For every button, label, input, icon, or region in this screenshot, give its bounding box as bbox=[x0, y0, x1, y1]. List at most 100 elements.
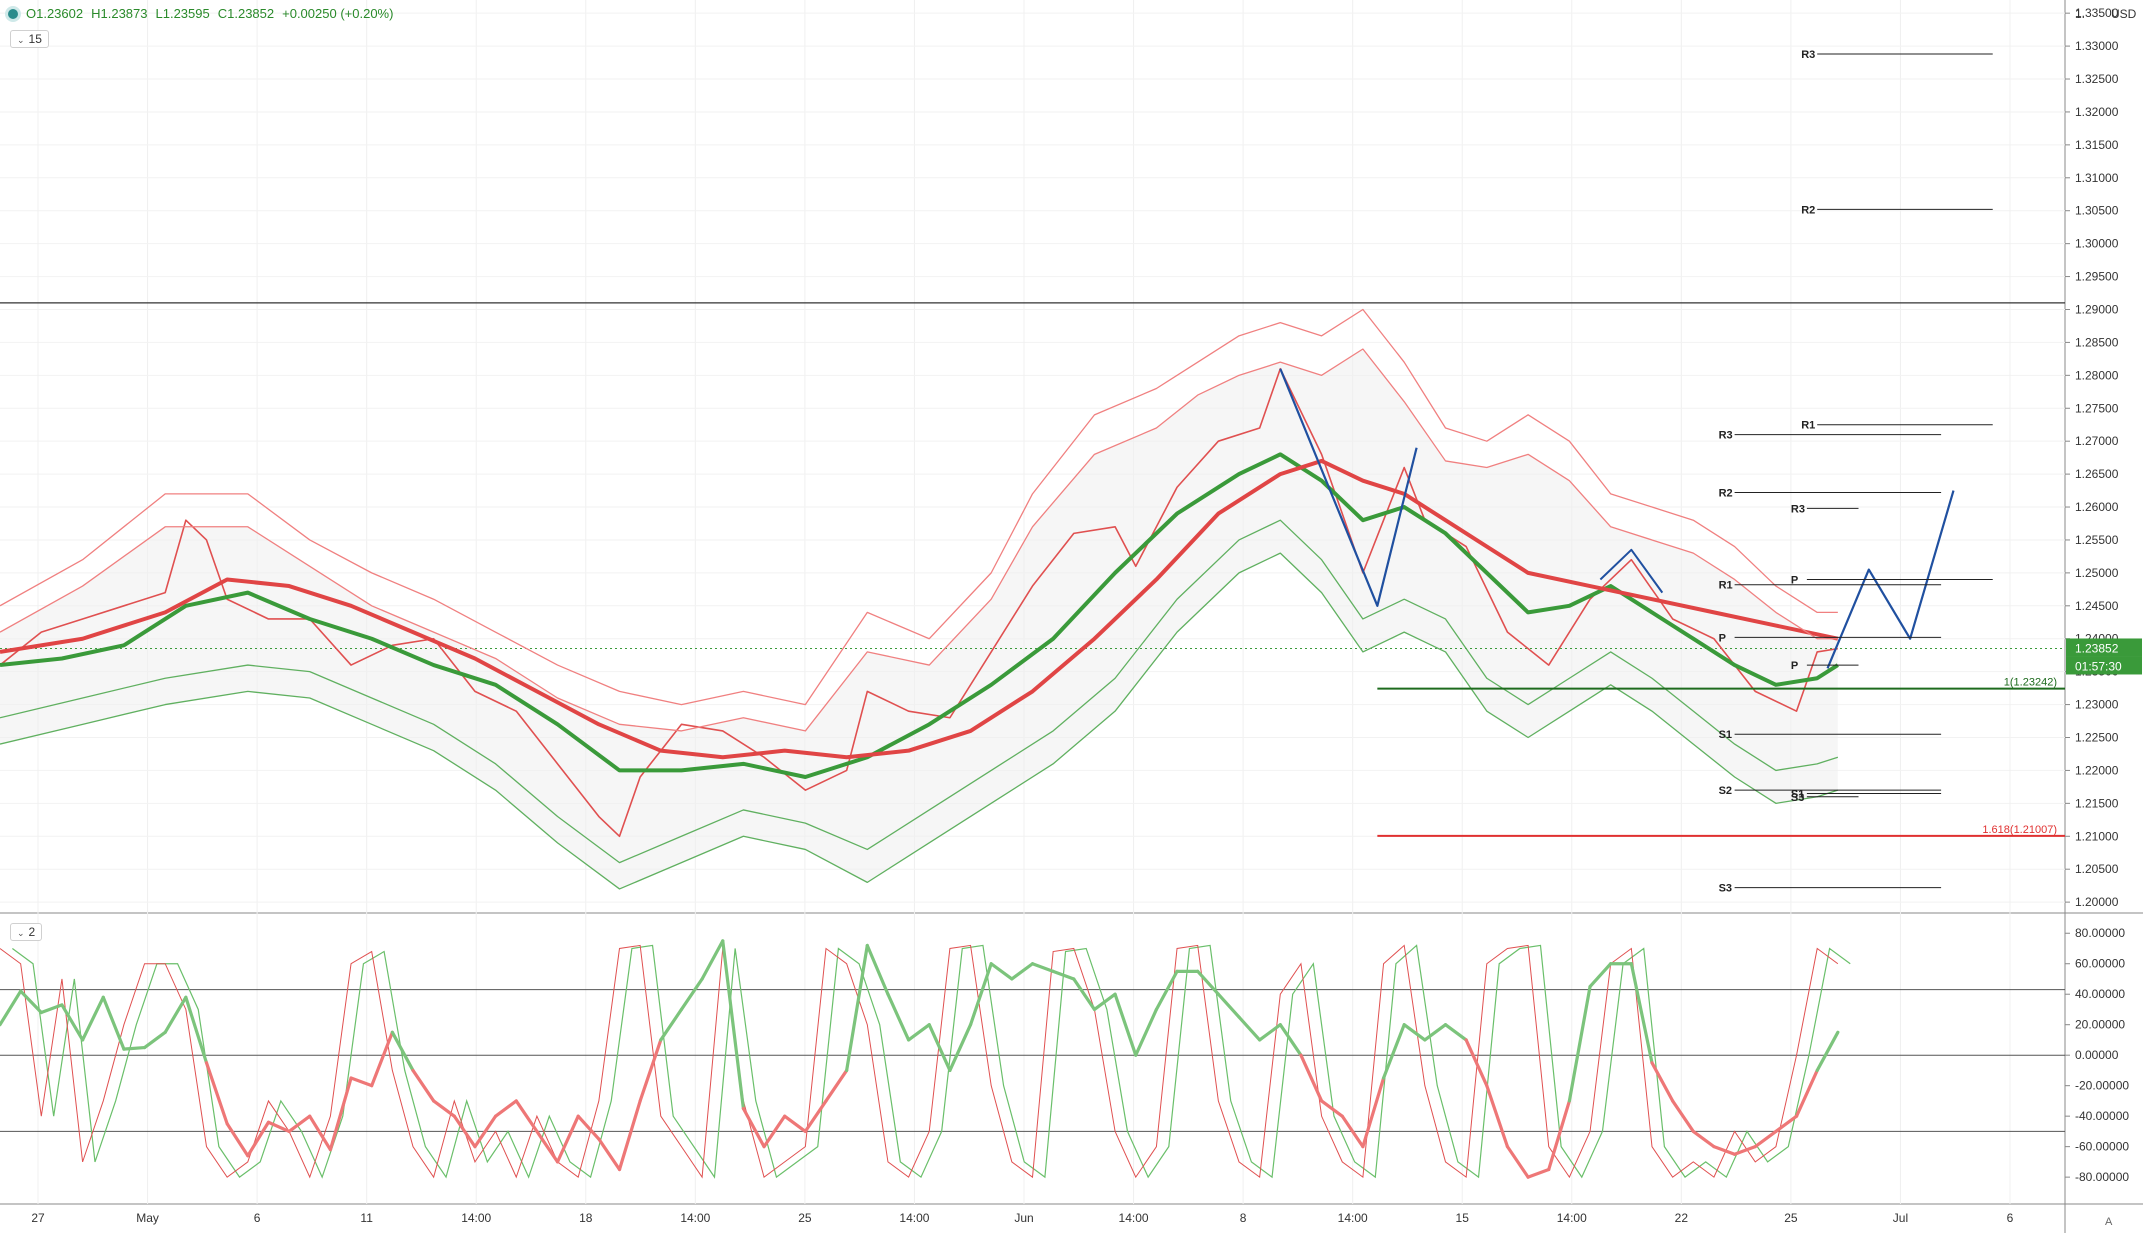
time-axis-label: 14:00 bbox=[1338, 1211, 1368, 1225]
osc-main-segment bbox=[1588, 962, 1613, 989]
osc-main-segment bbox=[1381, 1023, 1406, 1080]
osc-main-segment bbox=[535, 1129, 560, 1164]
interval-label: 15 bbox=[28, 32, 42, 46]
price-axis-label: 1.28000 bbox=[2075, 368, 2119, 382]
osc-main-segment bbox=[989, 962, 1014, 981]
osc-main-segment bbox=[1443, 1023, 1468, 1042]
osc-main-segment bbox=[555, 1114, 580, 1164]
time-axis-label: 22 bbox=[1675, 1211, 1689, 1225]
ohlc-open: O1.23602 bbox=[26, 6, 84, 21]
pivot-label: R3 bbox=[1801, 49, 1815, 61]
osc-axis-label: -40.00000 bbox=[2075, 1109, 2129, 1123]
series-band-green-lower2 bbox=[0, 552, 1839, 890]
osc-main-segment bbox=[1485, 1084, 1510, 1149]
osc-main-segment bbox=[576, 1114, 601, 1141]
oscillator-pane-toggle[interactable]: ⌄ 2 bbox=[10, 923, 43, 941]
osc-main-segment bbox=[142, 1030, 167, 1050]
pivot-label: R2 bbox=[1719, 488, 1733, 500]
osc-main-segment bbox=[803, 1099, 828, 1134]
last-price-badge bbox=[2066, 638, 2142, 657]
time-axis-label: 25 bbox=[1784, 1211, 1798, 1225]
osc-main-segment bbox=[1258, 1023, 1282, 1042]
osc-main-segment bbox=[824, 1068, 849, 1103]
chevron-down-icon: ⌄ bbox=[17, 35, 25, 45]
pivot-label: S3 bbox=[1719, 883, 1732, 895]
osc-main-segment bbox=[1629, 962, 1654, 1065]
osc-main-segment bbox=[39, 1003, 64, 1015]
osc-main-segment bbox=[617, 1099, 642, 1172]
osc-axis-label: 40.00000 bbox=[2075, 987, 2125, 1001]
pivot-label: S3 bbox=[1791, 792, 1804, 804]
osc-axis-label: -20.00000 bbox=[2075, 1079, 2129, 1093]
time-axis-label: 6 bbox=[254, 1211, 261, 1225]
price-axis-label: 1.29000 bbox=[2075, 302, 2119, 316]
osc-main-segment bbox=[1051, 969, 1076, 981]
price-axis-label: 1.22500 bbox=[2075, 731, 2119, 745]
osc-main-segment bbox=[1134, 1007, 1159, 1057]
osc-main-segment bbox=[1691, 1129, 1716, 1149]
ohlc-low: L1.23595 bbox=[155, 6, 210, 21]
osc-main-segment bbox=[1774, 1114, 1799, 1134]
osc-axis-label: -80.00000 bbox=[2075, 1170, 2129, 1184]
osc-main-segment bbox=[927, 1023, 952, 1073]
pivot-label: P bbox=[1791, 660, 1798, 672]
series-band-red-upper bbox=[0, 308, 1838, 706]
osc-main-segment bbox=[80, 995, 105, 1042]
osc-main-segment bbox=[1402, 1023, 1427, 1042]
price-axis-label: 1.26500 bbox=[2075, 467, 2119, 481]
osc-main-segment bbox=[432, 1099, 456, 1118]
osc-main-segment bbox=[1567, 984, 1592, 1103]
osc-main-segment bbox=[184, 995, 209, 1065]
pivot-label: S1 bbox=[1791, 788, 1804, 800]
osc-main-segment bbox=[1216, 992, 1241, 1019]
series-price bbox=[0, 367, 1838, 838]
osc-main-segment bbox=[1154, 969, 1179, 1012]
osc-main-segment bbox=[390, 1030, 415, 1073]
time-axis-label: 14:00 bbox=[1557, 1211, 1587, 1225]
osc-main-segment bbox=[721, 939, 746, 1111]
osc-main-segment bbox=[473, 1114, 498, 1149]
price-axis-label: 1.23000 bbox=[2075, 698, 2119, 712]
osc-main-segment bbox=[1113, 992, 1138, 1057]
series-pattern bbox=[1279, 368, 1418, 607]
osc-main-segment bbox=[700, 939, 725, 981]
osc-axis-label: -60.00000 bbox=[2075, 1140, 2129, 1154]
osc-main-segment bbox=[968, 962, 993, 1027]
osc-main-segment bbox=[411, 1068, 436, 1103]
osc-main-segment bbox=[308, 1114, 332, 1152]
osc-signal-green bbox=[12, 944, 1851, 1179]
osc-main-segment bbox=[246, 1120, 271, 1158]
osc-main-segment bbox=[1794, 1068, 1819, 1118]
price-axis-label: 1.29500 bbox=[2075, 270, 2119, 284]
time-axis-label: 11 bbox=[360, 1211, 373, 1225]
pivot-label: R1 bbox=[1801, 420, 1815, 432]
price-axis-label: 1.26000 bbox=[2075, 500, 2119, 514]
price-axis-label: 1.21000 bbox=[2075, 829, 2119, 843]
price-axis-bg bbox=[2065, 0, 2143, 1233]
osc-main-segment bbox=[1671, 1099, 1695, 1134]
currency-label: USD bbox=[2111, 7, 2137, 21]
osc-main-segment bbox=[101, 995, 126, 1051]
osc-main-segment bbox=[287, 1114, 312, 1134]
price-axis-label: 1.27000 bbox=[2075, 434, 2119, 448]
osc-main-segment bbox=[1319, 1099, 1344, 1118]
main-pane-toggle[interactable]: ⌄ 15 bbox=[10, 30, 49, 48]
time-axis-label: Jun bbox=[1014, 1211, 1033, 1225]
osc-axis-label: 80.00000 bbox=[2075, 926, 2125, 940]
corner-label: A bbox=[2105, 1216, 2113, 1228]
pivot-label: R3 bbox=[1791, 503, 1805, 515]
pivot-label: P bbox=[1791, 574, 1798, 586]
osc-axis-label: 20.00000 bbox=[2075, 1018, 2125, 1032]
pivot-label: R1 bbox=[1719, 580, 1733, 592]
time-axis-label: 14:00 bbox=[680, 1211, 710, 1225]
osc-main-segment bbox=[741, 1106, 766, 1149]
osc-main-segment bbox=[328, 1076, 353, 1152]
price-axis-label: 1.27500 bbox=[2075, 401, 2119, 415]
osc-main-segment bbox=[1712, 1145, 1737, 1156]
pivot-label: S1 bbox=[1719, 729, 1732, 741]
countdown-text: 01:57:30 bbox=[2075, 659, 2122, 673]
osc-main-segment bbox=[1650, 1061, 1675, 1103]
osc-main-segment bbox=[1030, 962, 1055, 973]
osc-main-segment bbox=[1815, 1030, 1840, 1073]
